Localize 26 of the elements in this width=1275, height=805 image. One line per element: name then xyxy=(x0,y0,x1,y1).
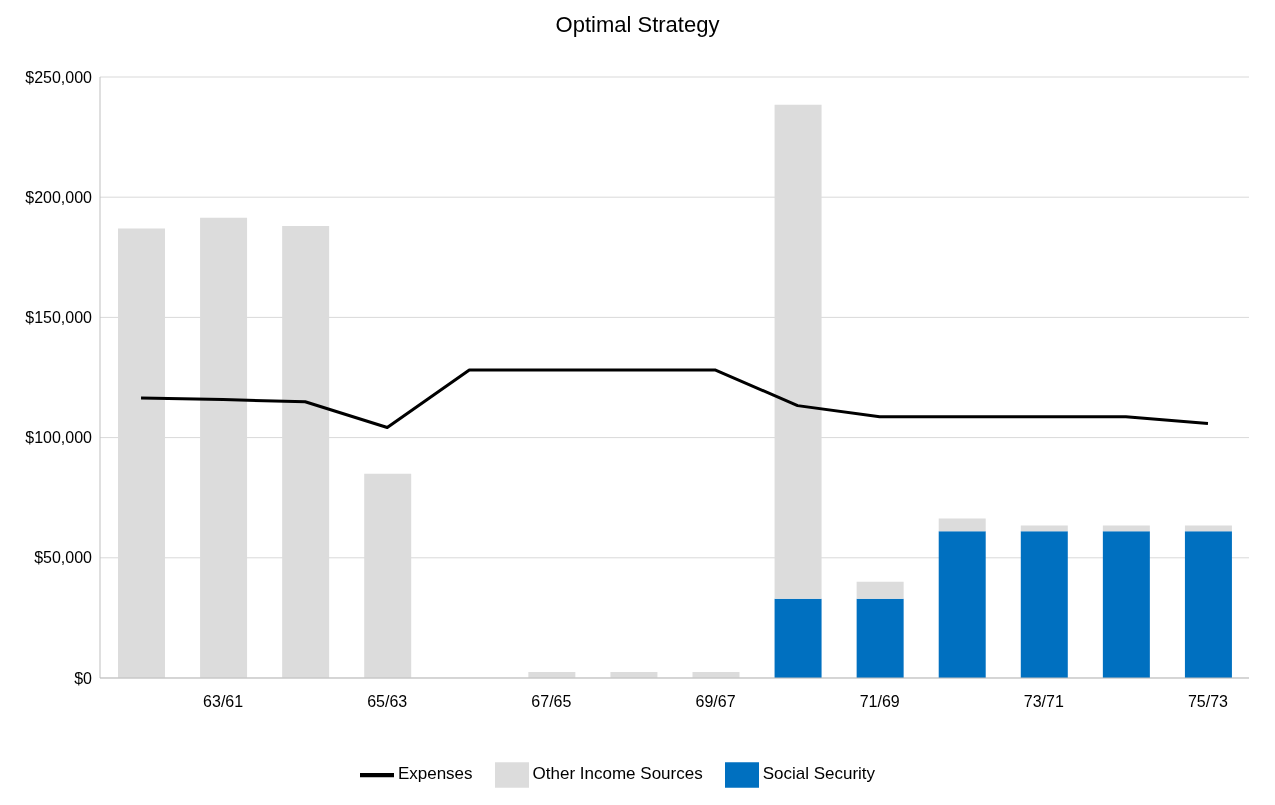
bar xyxy=(1184,531,1232,678)
y-tick-label: $0 xyxy=(74,669,93,687)
bar xyxy=(774,598,822,678)
y-tick-label: $50,000 xyxy=(34,549,93,567)
bar xyxy=(1102,531,1150,678)
legend-label: Social Security xyxy=(762,764,876,784)
x-tick-label: 63/61 xyxy=(203,693,244,711)
bar xyxy=(938,518,986,532)
y-tick-label: $250,000 xyxy=(25,68,93,86)
x-tick-label: 71/69 xyxy=(859,693,900,711)
bar xyxy=(856,581,904,599)
x-tick-label: 67/65 xyxy=(531,693,572,711)
bar xyxy=(1020,531,1068,678)
y-tick-label: $100,000 xyxy=(25,429,93,447)
x-tick-label: 65/63 xyxy=(367,693,408,711)
legend-label: Other Income Sources xyxy=(532,764,703,784)
legend-label: Expenses xyxy=(397,764,473,784)
line-series xyxy=(139,368,1210,429)
bar xyxy=(856,598,904,678)
x-tick-label: 75/73 xyxy=(1187,693,1229,711)
x-tick-label: 73/71 xyxy=(1023,693,1064,711)
bar xyxy=(938,531,986,678)
y-tick-label: $150,000 xyxy=(25,309,93,327)
x-tick-label: 69/67 xyxy=(695,693,736,711)
y-tick-label: $200,000 xyxy=(25,188,93,206)
chart-title: Optimal Strategy xyxy=(554,11,721,39)
